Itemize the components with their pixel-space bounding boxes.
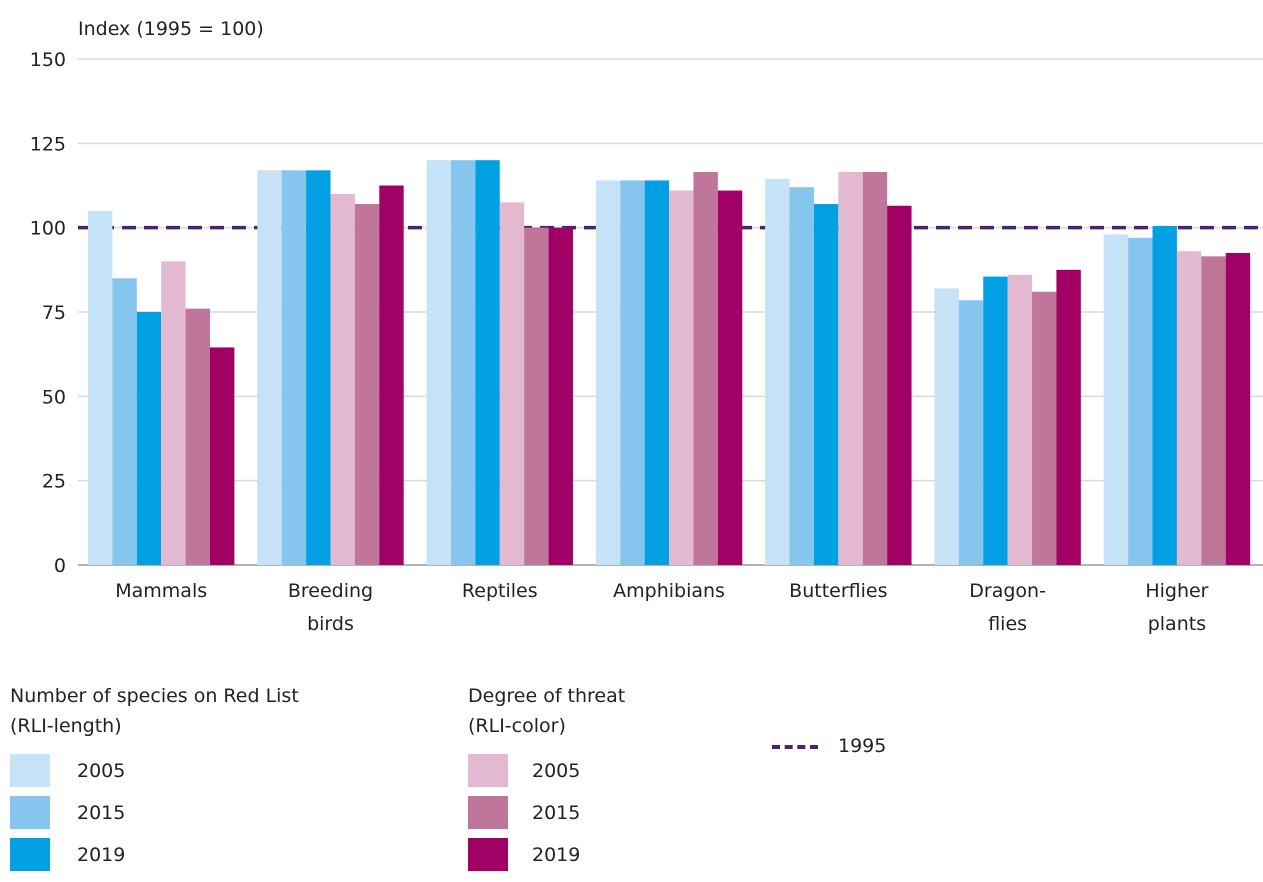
x-tick-label: Mammals (115, 580, 207, 602)
legend-item-color-2005: 2005 (468, 754, 768, 796)
bar (813, 204, 839, 565)
legend-group-color: Degree of threat (RLI-color) 2005 2015 2… (468, 681, 768, 880)
legend-label: 2005 (532, 760, 581, 782)
bar (136, 312, 162, 565)
y-tick-label: 0 (54, 555, 66, 577)
legend-item-reference-line: 1995 (772, 732, 912, 762)
x-tick-label: Dragon- (969, 580, 1046, 602)
legend-title-line: Degree of threat (468, 685, 626, 707)
bar (524, 227, 549, 565)
bar (257, 170, 282, 565)
legend-title-line: Number of species on Red List (10, 685, 299, 707)
bar (644, 180, 670, 565)
legend-item-length-2005: 2005 (10, 754, 390, 796)
legend-label: 2015 (532, 802, 581, 824)
y-axis-title: Index (1995 = 100) (78, 18, 264, 40)
x-tick-label: Butterflies (789, 580, 887, 602)
bar (765, 178, 790, 565)
bar (548, 227, 573, 565)
bar (1128, 237, 1153, 565)
chart-area: Index (1995 = 100) 0 25 50 75 100 125 150 Mamm… (30, 18, 1263, 635)
bar (1103, 234, 1129, 565)
bar (1225, 252, 1251, 565)
legend-swatch (468, 754, 508, 787)
bar (717, 190, 743, 565)
bar (185, 308, 210, 565)
bar (693, 172, 718, 566)
bars (88, 160, 1251, 566)
bar (669, 190, 694, 565)
bar (862, 172, 888, 566)
bar (306, 170, 331, 565)
bar (210, 347, 235, 565)
x-axis-ticks: Mammals Breeding birds Reptiles Amphibians Bu… (115, 580, 1208, 635)
legend-label: 2015 (77, 802, 126, 824)
bar (934, 288, 959, 565)
legend-group-length: Number of species on Red List (RLI-lengt… (10, 681, 390, 880)
bar (88, 210, 113, 566)
legend-swatch (10, 838, 50, 871)
x-tick-label: plants (1148, 613, 1206, 635)
legend-item-color-2019: 2019 (468, 838, 768, 880)
bar (1152, 225, 1177, 566)
y-tick-label: 75 (42, 302, 66, 324)
bar (1176, 251, 1202, 565)
x-tick-label: flies (988, 613, 1027, 635)
bar (958, 300, 984, 565)
legend-title-line: (RLI-length) (10, 715, 122, 737)
legend-label: 2019 (532, 844, 581, 866)
bar (789, 187, 814, 566)
legend-label: 2005 (77, 760, 126, 782)
bar (379, 185, 404, 565)
bar (330, 193, 355, 565)
y-axis-ticks: 0 25 50 75 100 125 150 (30, 49, 66, 577)
legend-item-length-2015: 2015 (10, 796, 390, 838)
bar (426, 160, 451, 565)
bar (1032, 291, 1057, 565)
x-tick-label: Amphibians (613, 580, 725, 602)
bar (595, 180, 621, 565)
bar (983, 276, 1008, 565)
bar (887, 205, 912, 566)
y-tick-label: 125 (30, 133, 66, 155)
bar (499, 202, 525, 565)
y-tick-label: 25 (42, 471, 66, 493)
bar (620, 180, 645, 565)
bar (354, 204, 380, 565)
x-tick-label: Higher (1145, 580, 1208, 602)
legend-item-length-2019: 2019 (10, 838, 390, 880)
x-tick-label: Breeding (288, 580, 373, 602)
legend-swatch (468, 796, 508, 829)
bar (1056, 269, 1081, 565)
legend-item-color-2015: 2015 (468, 796, 768, 838)
legend-swatch (10, 796, 50, 829)
x-tick-label: Reptiles (462, 580, 538, 602)
bar (475, 160, 500, 565)
x-tick-label: birds (307, 613, 354, 635)
y-tick-label: 100 (30, 218, 66, 240)
legend-title-line: (RLI-color) (468, 715, 566, 737)
bar (161, 261, 186, 565)
bar (112, 278, 137, 565)
legend-label: 2019 (77, 844, 126, 866)
legend-label: 1995 (838, 735, 887, 757)
legend-swatch (468, 838, 508, 871)
legend-swatch (10, 754, 50, 787)
bar (1007, 274, 1033, 565)
bar (838, 172, 863, 566)
y-tick-label: 50 (42, 386, 66, 408)
bar (1201, 256, 1226, 565)
legend-dash-sample (772, 745, 818, 749)
bar (281, 170, 307, 565)
y-tick-label: 150 (30, 49, 66, 71)
bar (450, 160, 476, 565)
